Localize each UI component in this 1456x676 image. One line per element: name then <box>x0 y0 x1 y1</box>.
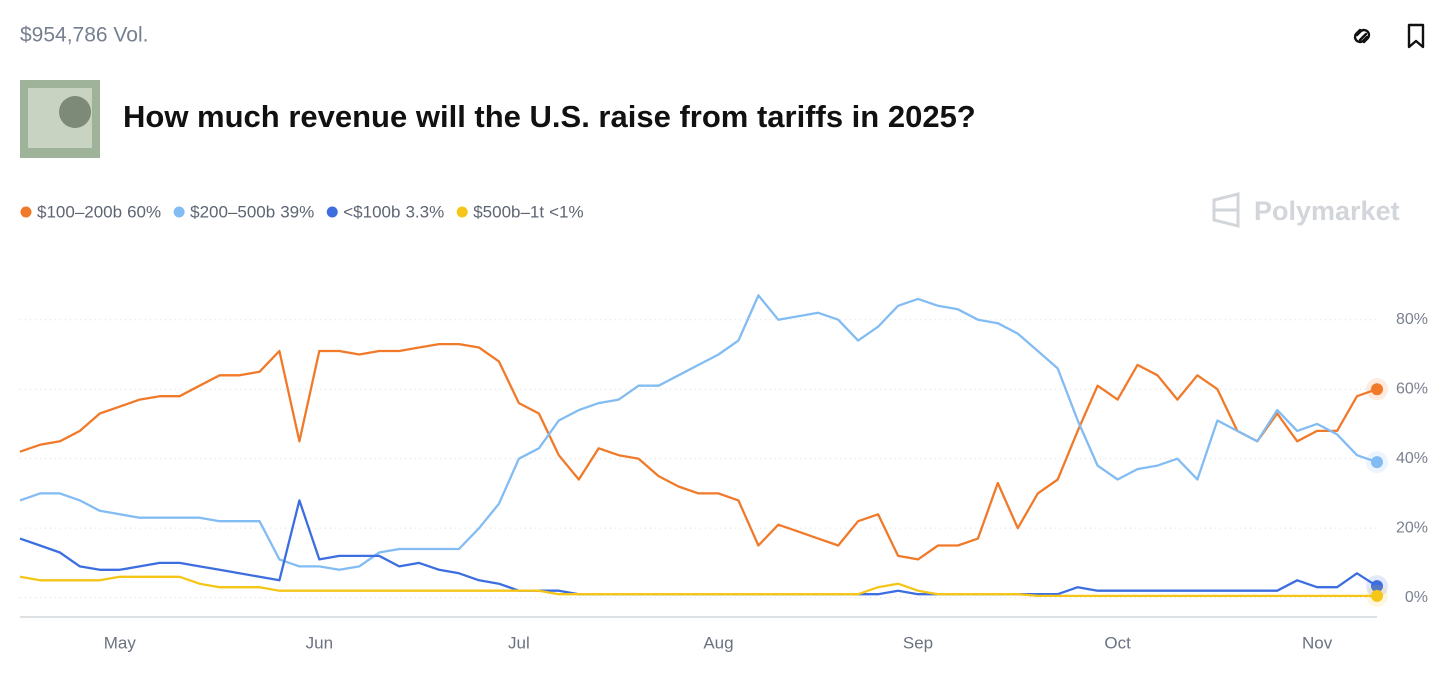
volume: $954,786 Vol. <box>20 24 148 47</box>
legend-label: $500b–1t <box>473 202 544 221</box>
legend-value: 39% <box>280 202 314 221</box>
y-tick-label: 20% <box>1396 519 1428 536</box>
legend-value: 60% <box>127 202 161 221</box>
y-tick-label: 0% <box>1405 589 1428 606</box>
legend-marker <box>456 206 468 218</box>
series-line <box>19 575 1377 598</box>
y-tick-label: 60% <box>1396 380 1428 397</box>
market-title: How much revenue will the U.S. raise fro… <box>123 99 976 134</box>
endpoint-dot <box>1371 456 1383 469</box>
market-thumbnail <box>20 80 100 158</box>
brand-name: Polymarket <box>1254 196 1400 226</box>
x-tick-label: Jun <box>306 633 333 652</box>
series-line <box>19 499 1378 596</box>
legend-marker <box>173 206 185 218</box>
legend-label: $100–200b <box>37 202 122 221</box>
bookmark-icon[interactable] <box>1407 23 1425 49</box>
x-tick-label: Aug <box>703 633 733 652</box>
legend-label: $200–500b <box>190 202 275 221</box>
x-tick-label: Oct <box>1104 633 1131 652</box>
legend-value: <1% <box>549 202 584 221</box>
x-tick-label: May <box>104 633 137 652</box>
x-tick-label: Jul <box>508 633 530 652</box>
y-tick-label: 80% <box>1396 311 1428 328</box>
endpoint-dot <box>1371 383 1383 396</box>
series-line <box>19 342 1378 561</box>
series-line <box>19 294 1378 571</box>
endpoint-dot <box>1371 580 1383 593</box>
brand-logo <box>1212 192 1240 228</box>
x-tick-label: Nov <box>1302 633 1333 652</box>
legend-value: 3.3% <box>405 202 444 221</box>
link-icon[interactable] <box>1353 28 1371 44</box>
legend-label: <$100b <box>343 202 400 221</box>
legend-marker <box>326 206 338 218</box>
y-tick-label: 40% <box>1396 450 1428 467</box>
x-tick-label: Sep <box>903 633 933 652</box>
endpoint-dot <box>1371 589 1383 602</box>
legend-marker <box>20 206 32 218</box>
